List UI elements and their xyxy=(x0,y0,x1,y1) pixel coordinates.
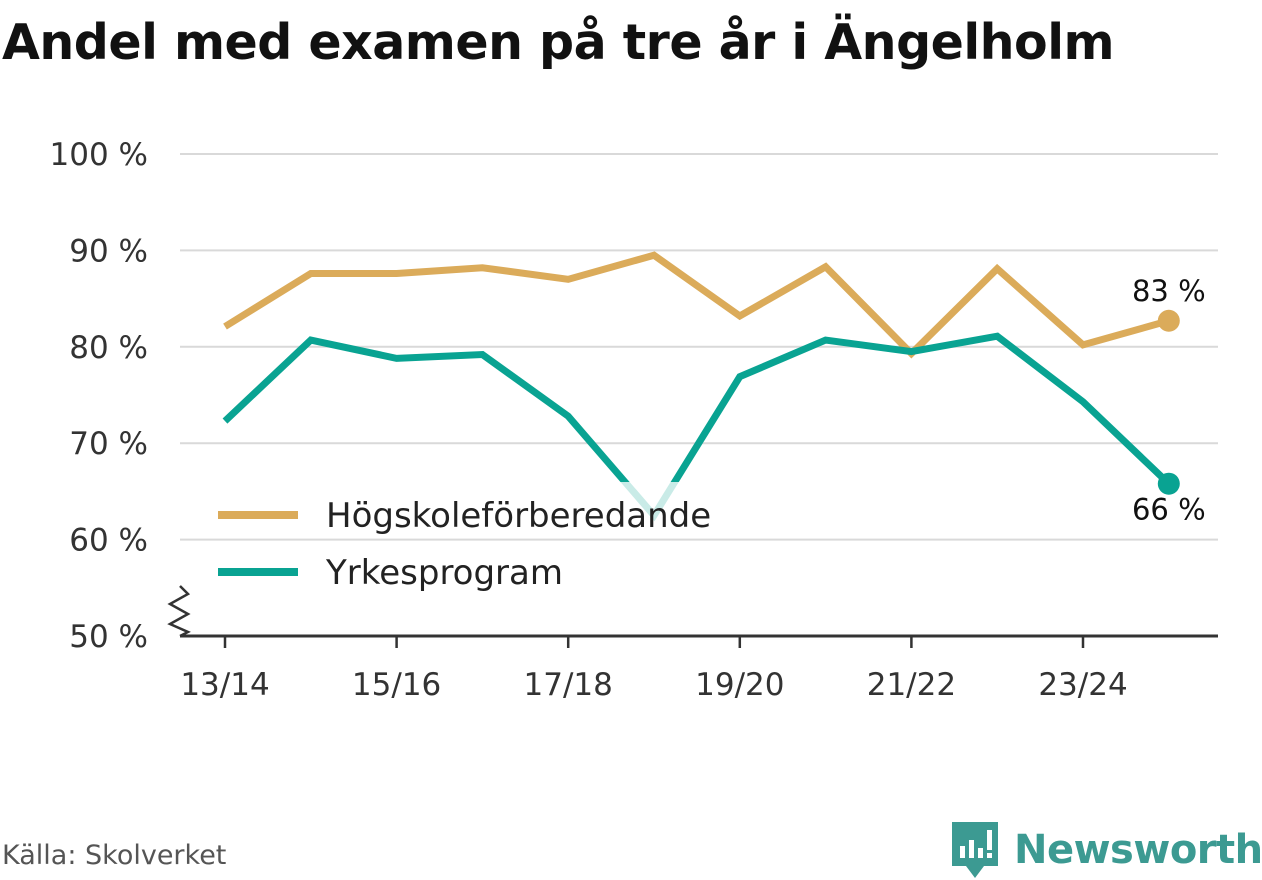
x-tick-label: 13/14 xyxy=(180,667,269,703)
x-tick-label: 19/20 xyxy=(695,667,784,703)
end-value-label: 66 % xyxy=(1132,493,1206,527)
x-axis: 13/14 15/16 17/18 19/20 21/22 23/24 xyxy=(170,586,1218,703)
y-tick-label: 100 % xyxy=(50,137,148,173)
legend-label: Yrkesprogram xyxy=(325,553,563,593)
series-line-0 xyxy=(225,255,1169,353)
end-labels: 83 % 66 % xyxy=(1132,274,1206,527)
end-marker xyxy=(1158,473,1180,495)
x-tick-label: 15/16 xyxy=(352,667,441,703)
x-tick-label: 17/18 xyxy=(524,667,613,703)
y-tick-labels: 50 % 60 % 70 % 80 % 90 % 100 % xyxy=(50,137,148,655)
axis-break-icon xyxy=(170,586,188,636)
legend-label: Högskoleförberedande xyxy=(326,496,711,536)
y-tick-label: 70 % xyxy=(69,426,148,462)
end-marker xyxy=(1158,310,1180,332)
y-tick-label: 50 % xyxy=(69,619,148,655)
source-note: Källa: Skolverket xyxy=(2,840,226,871)
brand-name: Newsworthy xyxy=(1014,827,1262,873)
series-lines xyxy=(225,255,1169,515)
end-value-label: 83 % xyxy=(1132,274,1206,308)
y-tick-label: 80 % xyxy=(69,330,148,366)
x-tick-label: 21/22 xyxy=(867,667,956,703)
y-tick-label: 90 % xyxy=(69,233,148,269)
y-tick-label: 60 % xyxy=(69,523,148,559)
brand-logo[interactable]: Newsworthy xyxy=(950,820,1262,880)
newsworthy-logo-icon xyxy=(950,820,1000,880)
legend: Högskoleförberedande Yrkesprogram xyxy=(205,482,748,593)
x-tick-label: 23/24 xyxy=(1038,667,1127,703)
